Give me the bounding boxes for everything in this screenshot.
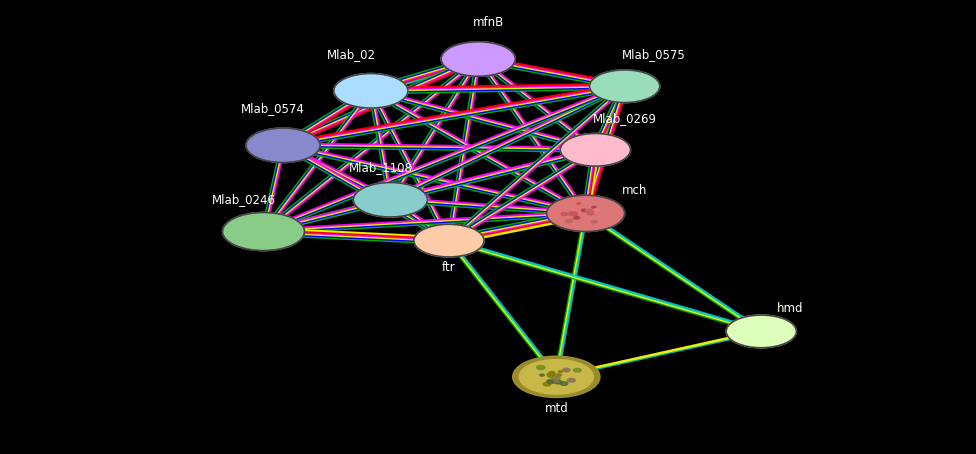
Circle shape [543, 382, 550, 386]
Circle shape [548, 375, 554, 377]
Circle shape [587, 208, 590, 210]
Circle shape [441, 42, 515, 76]
Text: Mlab_0575: Mlab_0575 [622, 48, 686, 61]
Text: Mlab_02: Mlab_02 [327, 48, 376, 61]
Circle shape [568, 212, 576, 215]
Circle shape [540, 374, 545, 376]
Circle shape [558, 370, 562, 372]
Circle shape [549, 371, 555, 374]
Circle shape [554, 374, 560, 377]
Circle shape [554, 380, 562, 384]
Circle shape [560, 382, 568, 385]
Circle shape [547, 380, 553, 383]
Circle shape [570, 212, 578, 216]
Circle shape [561, 212, 567, 216]
Circle shape [591, 206, 596, 208]
Text: mtd: mtd [545, 402, 568, 415]
Circle shape [566, 219, 573, 222]
Circle shape [519, 360, 593, 394]
Circle shape [574, 217, 580, 219]
Circle shape [554, 377, 560, 380]
Circle shape [513, 357, 599, 397]
Circle shape [223, 212, 305, 251]
Text: mfnB: mfnB [472, 16, 504, 29]
Text: ftr: ftr [442, 262, 456, 274]
Circle shape [577, 202, 581, 204]
Circle shape [557, 374, 561, 376]
Circle shape [726, 315, 796, 348]
Text: Mlab_1108: Mlab_1108 [348, 162, 413, 174]
Circle shape [586, 209, 593, 212]
Text: Mlab_0246: Mlab_0246 [212, 193, 276, 206]
Circle shape [588, 212, 593, 215]
Circle shape [591, 221, 597, 223]
Text: Mlab_0269: Mlab_0269 [592, 112, 657, 124]
Circle shape [246, 128, 320, 163]
Circle shape [547, 380, 555, 383]
Circle shape [567, 379, 575, 382]
Circle shape [574, 369, 581, 372]
Circle shape [565, 220, 570, 222]
Text: hmd: hmd [777, 302, 804, 315]
Circle shape [590, 70, 660, 103]
Circle shape [414, 224, 484, 257]
Circle shape [594, 208, 600, 211]
Circle shape [562, 368, 570, 372]
Circle shape [560, 133, 630, 166]
Text: Mlab_0574: Mlab_0574 [241, 103, 305, 115]
Circle shape [353, 183, 427, 217]
Circle shape [549, 379, 558, 382]
Circle shape [537, 365, 546, 370]
Circle shape [547, 195, 625, 232]
Circle shape [547, 373, 554, 376]
Text: mch: mch [622, 184, 647, 197]
Circle shape [582, 209, 588, 212]
Circle shape [334, 74, 408, 108]
